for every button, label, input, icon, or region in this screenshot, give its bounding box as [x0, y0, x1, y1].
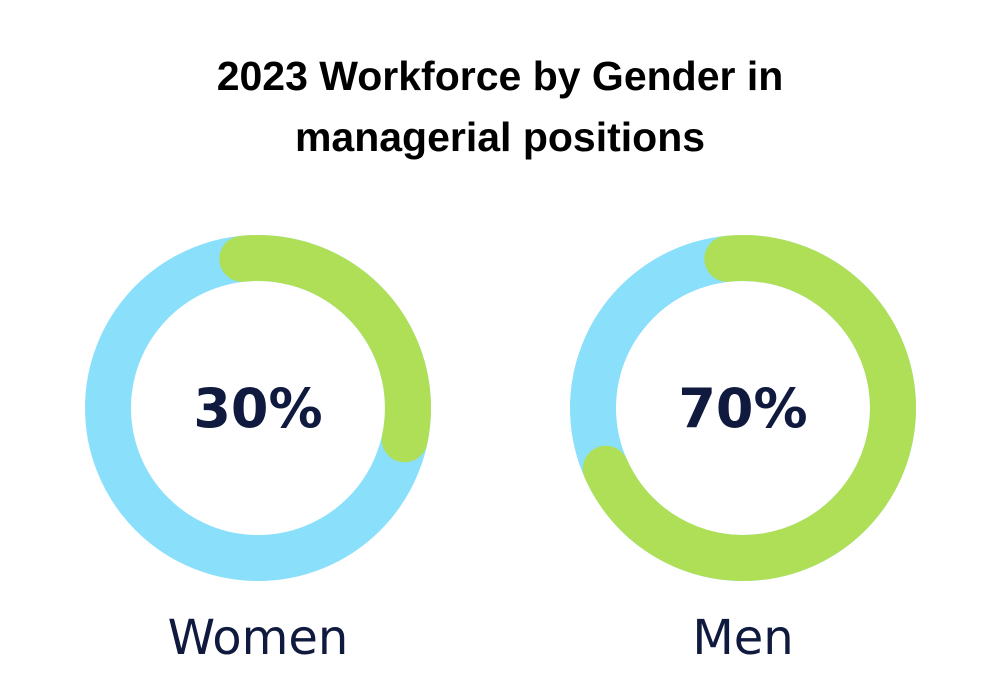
men-label: Men	[692, 610, 794, 666]
women-label: Women	[167, 610, 349, 666]
women-donut-arc	[85, 235, 431, 581]
chart-title-line-1: 2023 Workforce by Gender in	[216, 53, 784, 99]
men-donut-arc	[570, 235, 916, 581]
men-donut-chart: 70%	[570, 235, 916, 581]
chart-title: 2023 Workforce by Gender in managerial p…	[0, 46, 1000, 168]
women-percentage-label: 30%	[193, 377, 322, 440]
chart-title-line-2: managerial positions	[294, 114, 706, 160]
women-donut-chart: 30%	[85, 235, 431, 581]
men-percentage-label: 70%	[678, 377, 807, 440]
